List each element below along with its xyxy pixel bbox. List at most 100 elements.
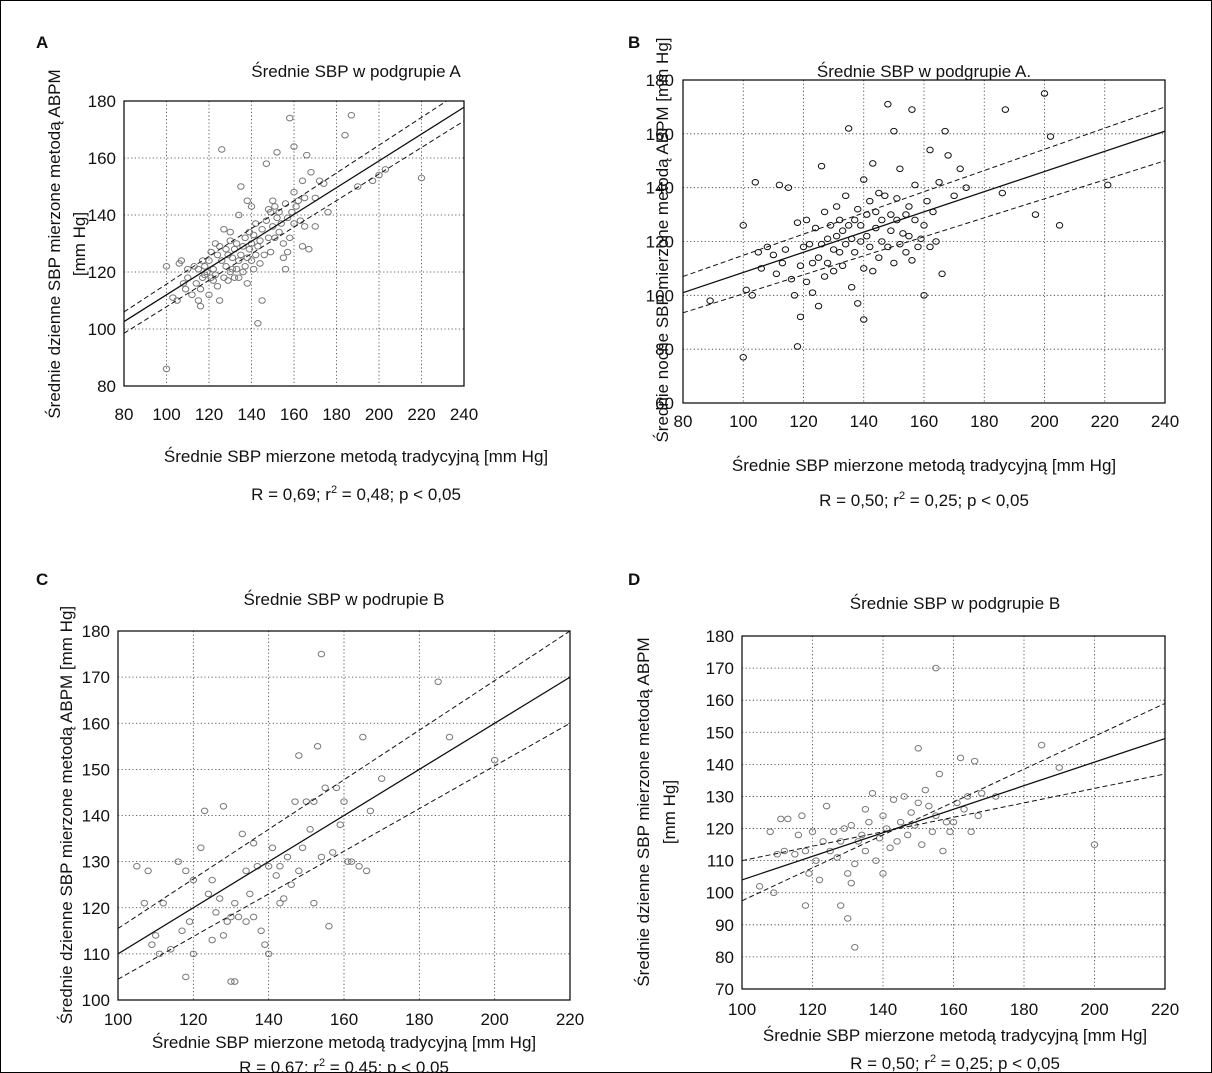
data-point [298,844,307,852]
data-point [851,248,859,256]
data-point [313,743,322,750]
data-point [220,225,228,233]
data-point [863,232,871,240]
x-axis-label: Średnie SBP mierzone metodą tradycyjną [… [763,1026,1147,1045]
data-point [317,650,326,658]
data-point [303,151,311,159]
data-point [960,805,968,813]
points-series [706,90,1112,361]
data-point [182,973,190,981]
y-tick-label: 140 [82,807,110,826]
x-tick-label: 200 [365,405,393,424]
data-point [211,271,220,279]
data-point [808,289,817,296]
y-tick-label: 110 [707,852,734,871]
data-point [295,867,303,875]
data-point [341,131,349,139]
data-point [194,265,203,273]
x-axis-label: Średnie SBP mierzone metodą tradycyjną [… [732,456,1116,475]
data-point [967,828,975,836]
data-point [192,280,200,287]
data-point [811,224,820,232]
data-point [1031,211,1040,218]
data-point [242,867,250,875]
data-point [875,189,883,197]
x-tick-label: 220 [407,405,435,424]
data-point [185,918,194,925]
data-point [1090,841,1099,848]
data-point [173,297,181,304]
data-point [249,913,258,921]
data-point [279,254,288,262]
y-tick-label: 180 [646,71,674,90]
data-point [310,899,318,907]
data-point [920,222,928,229]
x-tick-label: 220 [1151,1000,1179,1019]
data-point [256,237,264,244]
data-point [963,793,972,800]
data-point [283,248,292,256]
data-point [232,265,241,273]
data-point [227,978,235,985]
data-point [896,818,905,826]
data-point [258,297,266,304]
data-point [230,274,239,282]
data-point [243,197,251,205]
data-point [1046,133,1055,140]
data-point [801,902,810,909]
data-point [914,243,922,251]
y-tick-label: 140 [646,179,674,198]
data-point [921,786,929,794]
x-tick-label: 240 [1151,412,1179,431]
stats-line: R = 0,50; r2 = 0,25; p < 0,05 [819,490,1029,510]
stats-line: R = 0,50; r2 = 0,25; p < 0,05 [850,1053,1060,1073]
y-axis-label: Średnie dzienne SBP mierzone metodą ABPM [634,637,653,986]
data-point [884,100,892,108]
x-tick-label: 120 [798,1000,826,1019]
data-point [908,106,916,113]
data-point [949,818,958,826]
plot-area [123,100,465,387]
data-point [355,862,363,870]
data-point [184,274,192,282]
x-tick-label: 100 [729,412,757,431]
confidence-line-upper [742,702,1165,902]
stats-line: R = 0,67; r2 = 0,45; p < 0,05 [239,1057,449,1073]
data-point [223,918,231,925]
data-point [817,162,826,170]
data-point [838,262,847,270]
data-point [275,208,283,216]
data-point [213,282,222,290]
data-point [866,197,874,205]
data-point [796,313,805,321]
x-axis-label: Średnie SBP mierzone metodą tradycyjną [… [164,447,548,466]
x-tick-label: 120 [195,405,223,424]
data-point [366,807,375,815]
data-point [252,251,260,259]
data-point [354,183,362,190]
y-tick-label: 180 [82,622,110,641]
data-point [246,890,254,898]
y-tick-label: 80 [97,377,116,396]
y-axis-label: Średnie nocne SBP mierzone metodą ABPM [… [653,37,672,442]
data-point [814,254,823,261]
data-point [1040,90,1049,97]
data-point [167,945,175,953]
data-point [706,297,714,305]
data-point [276,899,284,907]
points-series [162,111,426,373]
data-point [950,192,958,200]
data-point [881,192,889,200]
data-point [286,114,294,122]
data-point [851,216,859,224]
data-point [208,936,216,944]
x-tick-label: 140 [850,412,878,431]
data-point [247,257,256,264]
data-point [375,171,383,179]
data-point [908,257,916,264]
data-point [905,232,913,240]
data-point [751,178,759,186]
data-point [953,799,961,807]
data-point [926,243,934,251]
data-point [841,240,850,248]
